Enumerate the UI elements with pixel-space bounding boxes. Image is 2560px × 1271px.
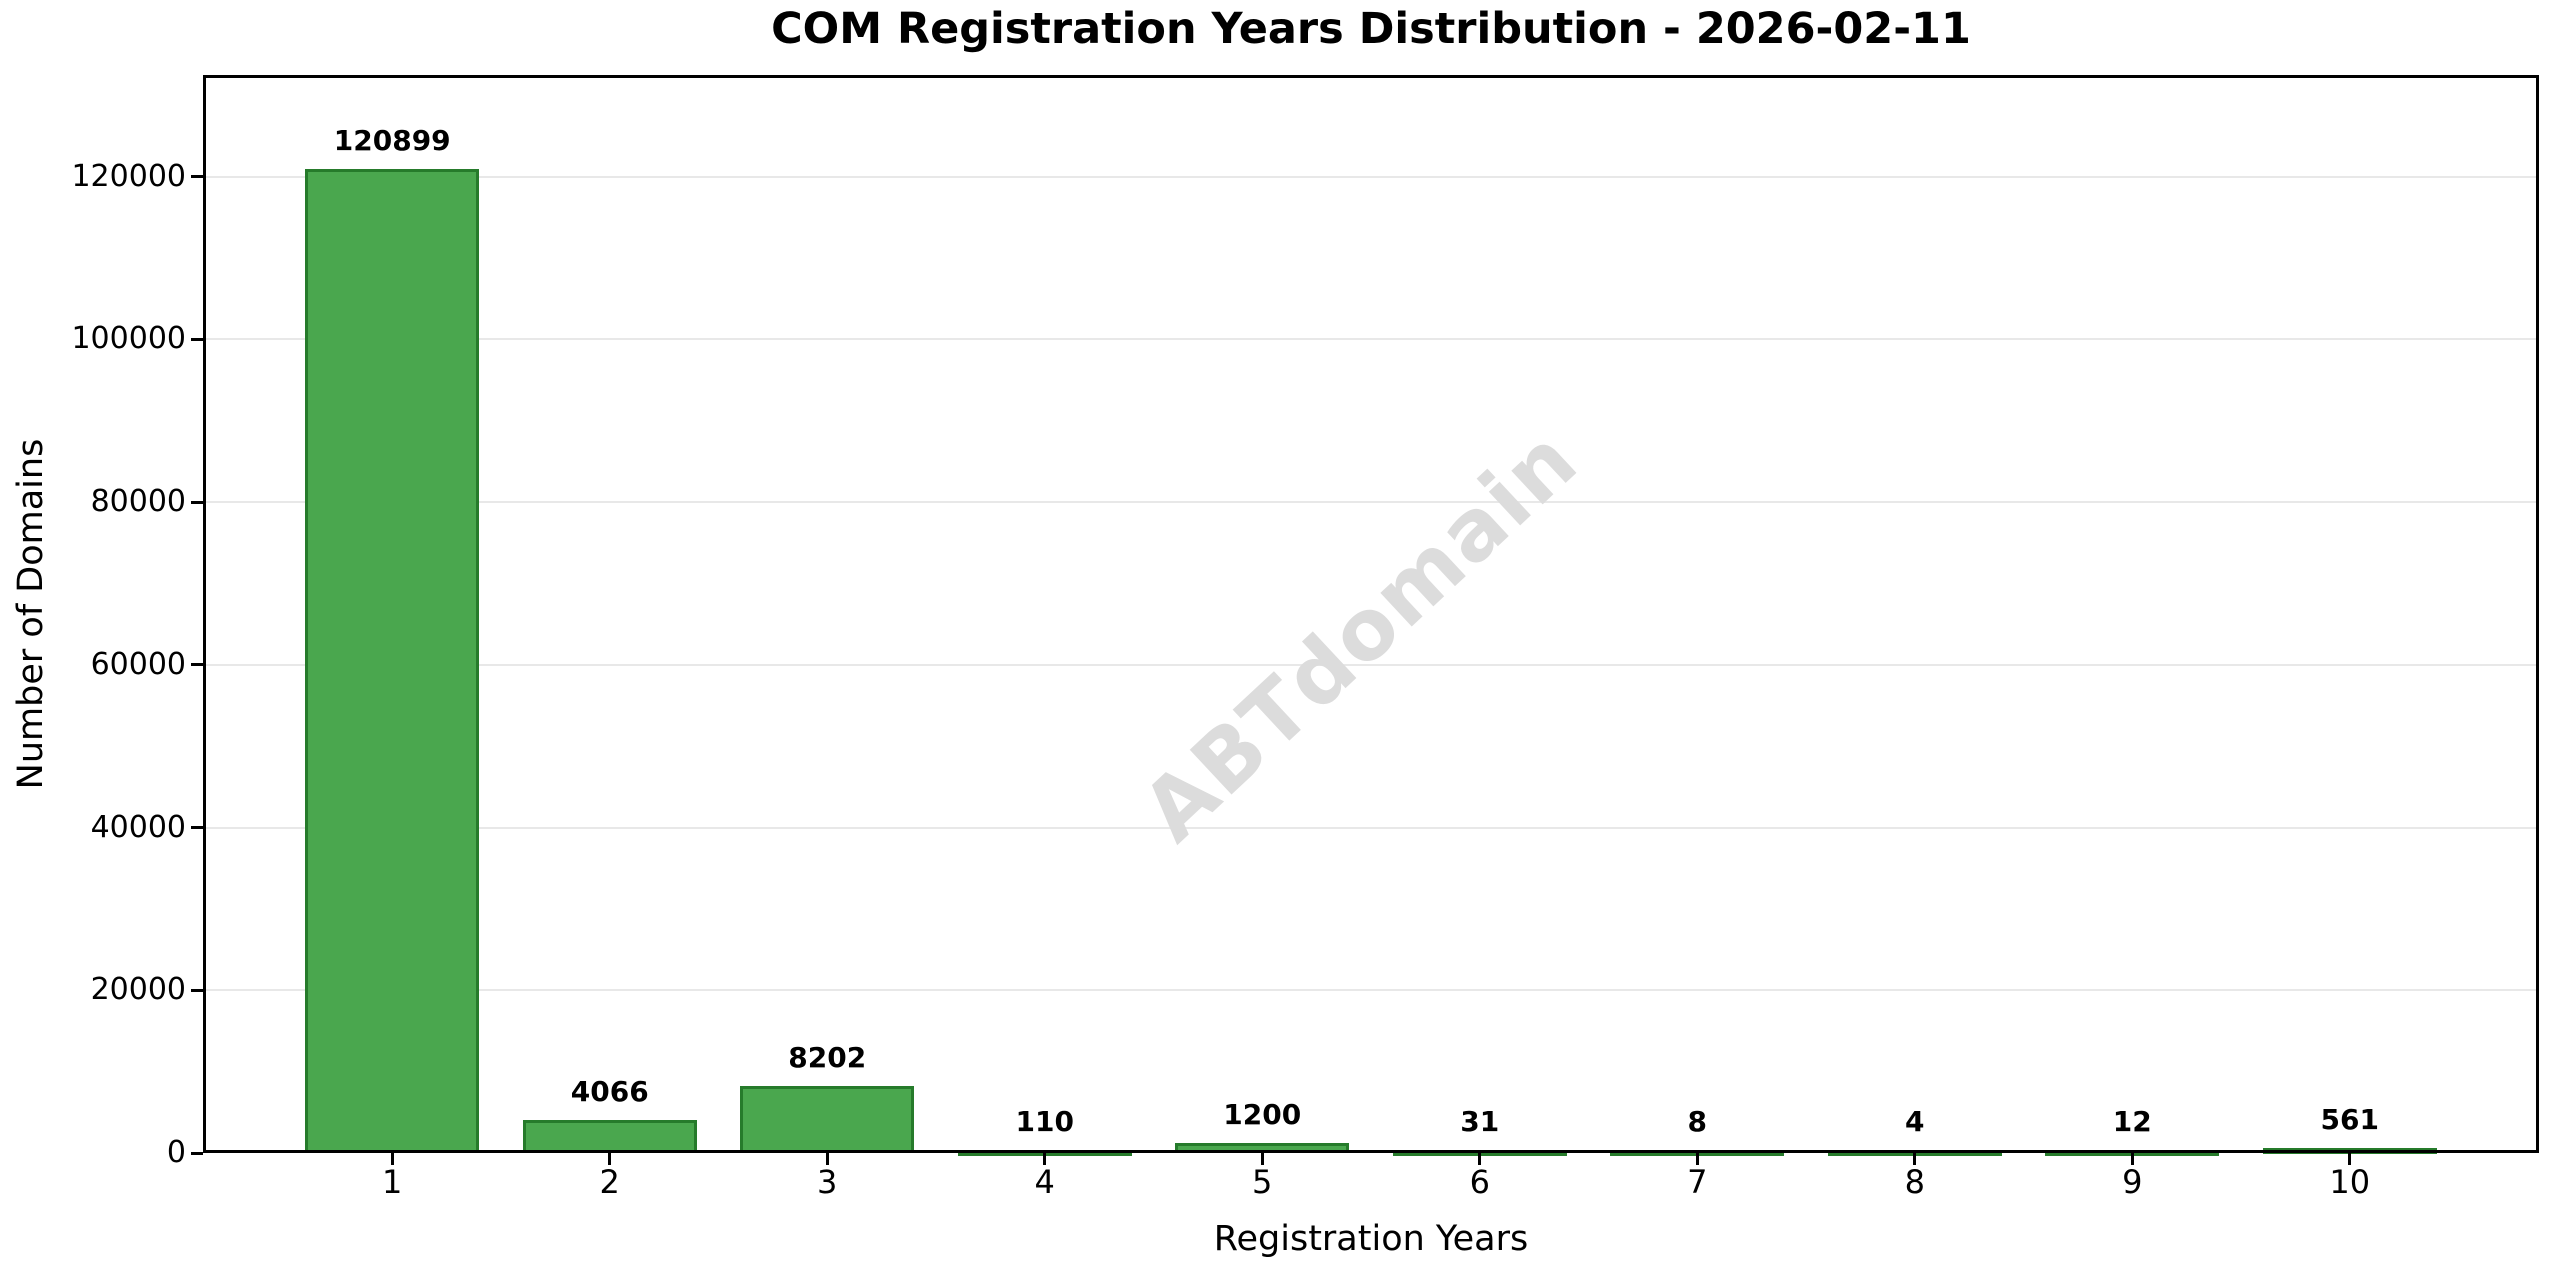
y-tick-label-100000: 100000 [71,321,186,357]
gridline-y-120000 [203,175,2539,178]
x-tick-label-3: 3 [817,1163,838,1201]
y-tick-mark-100000 [191,337,203,341]
y-tick-mark-40000 [191,826,203,830]
bar-value-label-9: 12 [2112,1105,2152,1138]
x-tick-label-9: 9 [2122,1163,2143,1201]
x-tick-mark-6 [1478,1153,1482,1165]
y-tick-label-0: 0 [166,1135,186,1170]
x-tick-label-2: 2 [599,1163,620,1201]
gridline-y-20000 [203,989,2539,992]
bar-value-label-1: 120899 [333,124,451,157]
x-tick-label-1: 1 [382,1163,403,1201]
x-tick-mark-8 [1913,1153,1917,1165]
x-tick-mark-7 [1695,1153,1699,1165]
x-tick-mark-10 [2348,1153,2352,1165]
x-tick-mark-1 [390,1153,394,1165]
y-tick-mark-80000 [191,500,203,504]
x-tick-label-5: 5 [1252,1163,1273,1201]
bar-value-label-2: 4066 [570,1075,649,1108]
x-tick-label-6: 6 [1469,1163,1490,1201]
x-axis-title: Registration Years [1213,1219,1529,1259]
bar-value-label-5: 1200 [1223,1098,1302,1131]
bar-value-label-6: 31 [1460,1105,1500,1138]
y-tick-label-60000: 60000 [90,646,186,682]
y-tick-label-40000: 40000 [90,809,186,845]
gridline-y-40000 [203,826,2539,829]
bar-value-label-3: 8202 [788,1041,867,1074]
y-tick-label-20000: 20000 [90,972,186,1008]
chart-title: COM Registration Years Distribution - 20… [771,4,1971,54]
bar-year-3 [740,1086,915,1153]
x-tick-mark-9 [2130,1153,2134,1165]
x-tick-label-8: 8 [1904,1163,1925,1201]
bar-value-label-8: 4 [1905,1105,1925,1138]
y-tick-label-120000: 120000 [71,158,186,194]
x-tick-label-4: 4 [1034,1163,1055,1201]
plot-area-border [203,75,2539,1153]
y-axis-title: Number of Domains [11,438,51,790]
x-tick-mark-5 [1260,1153,1264,1165]
y-tick-label-80000: 80000 [90,484,186,520]
x-tick-mark-4 [1043,1153,1047,1165]
x-tick-label-7: 7 [1687,1163,1708,1201]
x-tick-mark-3 [825,1153,829,1165]
bar-value-label-4: 110 [1015,1105,1074,1138]
y-tick-mark-20000 [191,988,203,992]
bar-year-1 [305,169,480,1153]
y-tick-mark-120000 [191,175,203,179]
x-tick-mark-2 [608,1153,612,1165]
x-tick-label-10: 10 [2329,1163,2371,1201]
bar-value-label-7: 8 [1687,1105,1707,1138]
y-tick-mark-0 [191,1151,203,1155]
y-tick-mark-60000 [191,663,203,667]
gridline-y-100000 [203,338,2539,341]
gridline-y-80000 [203,501,2539,504]
gridline-y-60000 [203,663,2539,666]
bar-value-label-10: 561 [2320,1103,2379,1136]
